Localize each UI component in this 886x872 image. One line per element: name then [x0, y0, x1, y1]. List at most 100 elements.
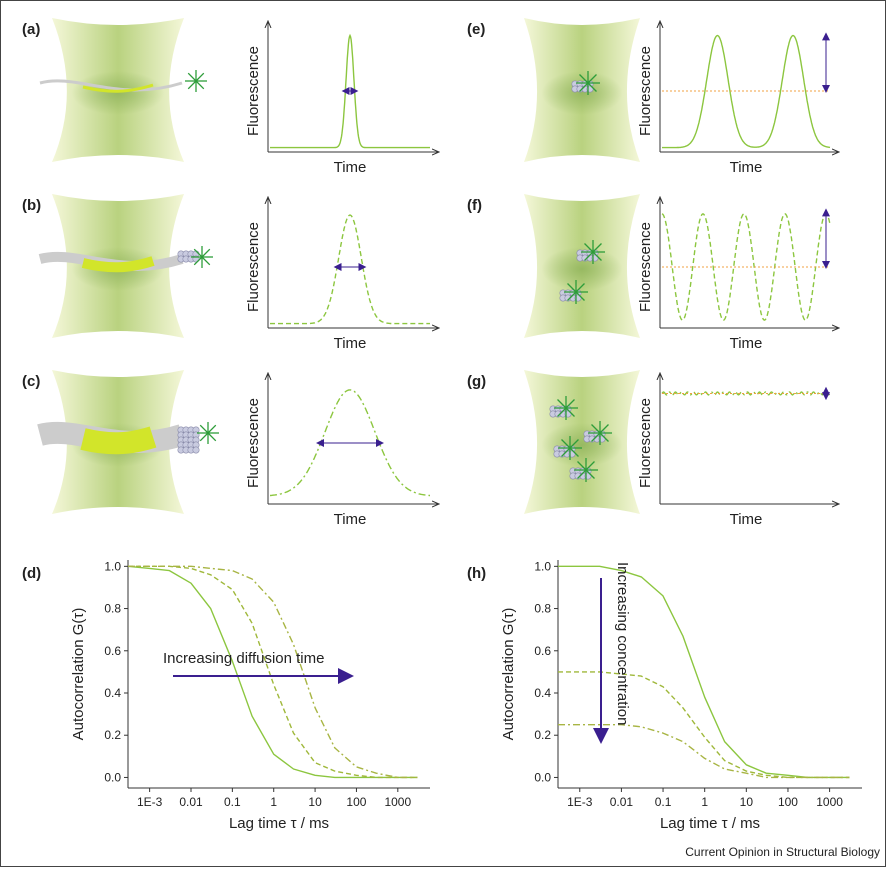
- x-tick-label: 100: [778, 795, 798, 809]
- y-tick-label: 0.0: [104, 770, 121, 784]
- x-tick-label: 1E-3: [137, 795, 163, 809]
- x-tick-label: 0.1: [655, 795, 672, 809]
- fluorophore: [201, 248, 211, 258]
- fluorophore: [599, 432, 609, 442]
- fluorophore: [195, 72, 205, 82]
- fluorophore: [199, 432, 209, 442]
- protein: [192, 446, 200, 454]
- fluorophore: [584, 251, 594, 261]
- correlation-curve: [128, 565, 418, 779]
- correlation-curve: [558, 724, 850, 779]
- panel-label: (a): [22, 21, 40, 38]
- fluorophore: [199, 424, 209, 434]
- fluorophore: [591, 432, 601, 442]
- fluorophore: [567, 291, 577, 301]
- fluorophore: [569, 447, 579, 457]
- y-tick-label: 1.0: [104, 559, 121, 573]
- y-tick-label: 0.6: [534, 644, 551, 658]
- x-axis-label: Time: [334, 511, 367, 528]
- fluorophore: [577, 461, 587, 471]
- x-tick-label: 10: [308, 795, 322, 809]
- trace: [662, 34, 831, 149]
- panel-label: (d): [22, 565, 41, 582]
- fluorophore: [592, 243, 602, 253]
- x-tick-label: 1: [701, 795, 708, 809]
- fluorophore: [561, 447, 571, 457]
- fluorophore: [592, 251, 602, 261]
- x-tick-label: 1000: [816, 795, 843, 809]
- focus-waist: [541, 71, 623, 115]
- y-axis-label: Autocorrelation G(τ): [500, 608, 517, 741]
- y-tick-label: 0.2: [534, 728, 551, 742]
- fluorophore: [207, 424, 217, 434]
- fluorophore: [584, 243, 594, 253]
- fluorophore: [201, 256, 211, 266]
- trace: [270, 214, 430, 325]
- y-axis-label: Fluorescence: [637, 222, 654, 312]
- x-axis-label: Lag time τ / ms: [660, 815, 760, 832]
- fluorophore: [195, 80, 205, 90]
- y-axis-label: Fluorescence: [245, 398, 262, 488]
- y-tick-label: 0.8: [104, 602, 121, 616]
- x-tick-label: 1000: [384, 795, 411, 809]
- membrane: [39, 79, 183, 92]
- panel-label: (b): [22, 197, 41, 214]
- fluorophore: [565, 399, 575, 409]
- x-tick-label: 100: [346, 795, 366, 809]
- fluorophore: [569, 439, 579, 449]
- x-axis-label: Lag time τ / ms: [229, 815, 329, 832]
- x-axis-label: Time: [730, 335, 763, 352]
- y-axis-label: Autocorrelation G(τ): [70, 608, 87, 741]
- correlation-curve: [127, 565, 418, 779]
- fluorophore: [591, 424, 601, 434]
- x-tick-label: 10: [740, 795, 754, 809]
- fluorophore: [193, 248, 203, 258]
- x-tick-label: 0.01: [179, 795, 203, 809]
- credit: Current Opinion in Structural Biology: [685, 845, 880, 859]
- y-tick-label: 0.4: [104, 686, 121, 700]
- y-axis-label: Fluorescence: [637, 398, 654, 488]
- trace: [270, 33, 430, 149]
- annotation: Increasing concentration: [614, 562, 631, 725]
- fluorophore: [187, 72, 197, 82]
- trace: [661, 213, 831, 321]
- focus-waist: [71, 71, 165, 115]
- y-tick-label: 0.8: [534, 602, 551, 616]
- x-axis-label: Time: [730, 511, 763, 528]
- fluorophore: [575, 283, 585, 293]
- panel-label: (g): [467, 373, 486, 390]
- membrane-lit: [81, 256, 155, 273]
- panel-label: (e): [467, 21, 485, 38]
- fluorophore: [585, 469, 595, 479]
- y-tick-label: 0.2: [104, 728, 121, 742]
- y-axis-label: Fluorescence: [245, 46, 262, 136]
- membrane-lit: [80, 426, 157, 455]
- y-axis-label: Fluorescence: [245, 222, 262, 312]
- fluorophore: [579, 82, 589, 92]
- fluorophore: [585, 461, 595, 471]
- fluorophore: [187, 80, 197, 90]
- y-tick-label: 0.4: [534, 686, 551, 700]
- fluorophore: [557, 407, 567, 417]
- x-tick-label: 0.1: [224, 795, 241, 809]
- correlation-curve: [128, 565, 418, 779]
- fluorophore: [599, 424, 609, 434]
- fluorophore: [193, 256, 203, 266]
- fluorophore: [565, 407, 575, 417]
- fluorophore: [207, 432, 217, 442]
- y-tick-label: 0.0: [534, 770, 551, 784]
- fluorophore: [587, 74, 597, 84]
- fluorophore: [587, 82, 597, 92]
- fluorophore: [575, 291, 585, 301]
- y-tick-label: 0.6: [104, 644, 121, 658]
- fluorophore: [557, 399, 567, 409]
- panel-label: (h): [467, 565, 486, 582]
- y-axis-label: Fluorescence: [637, 46, 654, 136]
- x-axis-label: Time: [334, 335, 367, 352]
- focus-waist: [541, 247, 623, 291]
- trace: [270, 389, 430, 497]
- focus-waist: [541, 423, 623, 467]
- x-tick-label: 1: [270, 795, 277, 809]
- annotation: Increasing diffusion time: [163, 650, 324, 667]
